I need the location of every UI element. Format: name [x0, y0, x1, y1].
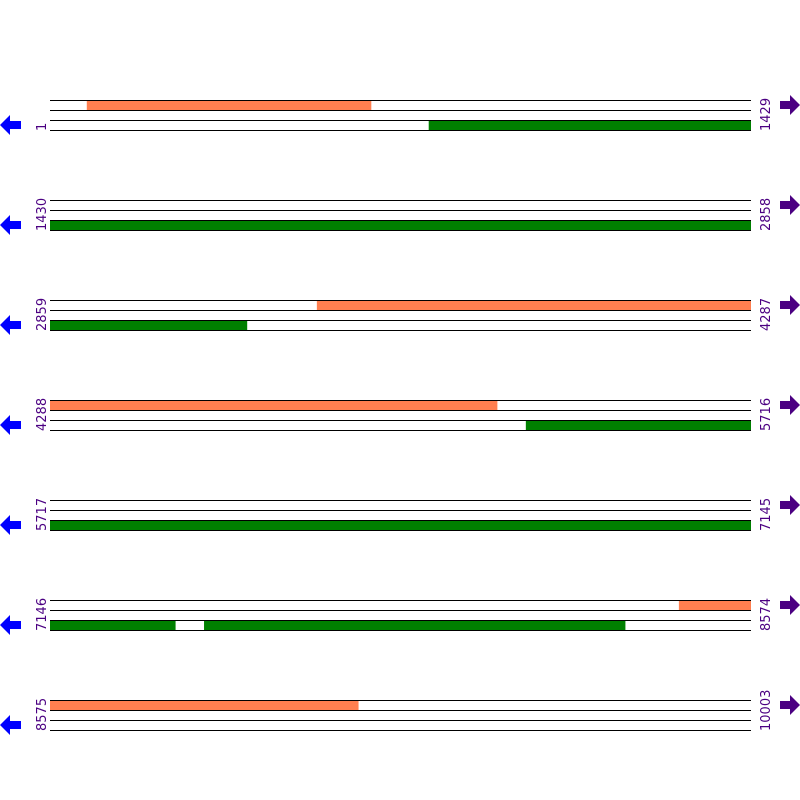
- arrow-right-icon: [780, 495, 800, 515]
- arrow-right-icon: [780, 195, 800, 215]
- arrow-right-icon: [780, 95, 800, 115]
- arrow-left-icon: [0, 515, 21, 535]
- start-position-label: 5717: [35, 498, 50, 531]
- reverse-feature[interactable]: [50, 520, 751, 530]
- start-position-label: 8575: [35, 698, 50, 731]
- arrow-left-icon: [0, 215, 21, 235]
- forward-feature[interactable]: [316, 300, 751, 310]
- start-position-label: 2859: [35, 298, 50, 331]
- start-position-label: 1: [35, 123, 50, 131]
- arrow-left-icon: [0, 415, 21, 435]
- arrow-left-icon: [0, 115, 21, 135]
- reverse-feature[interactable]: [525, 420, 751, 430]
- end-position-label: 8574: [759, 598, 774, 631]
- arrow-right-icon: [780, 595, 800, 615]
- reverse-feature[interactable]: [50, 620, 176, 630]
- arrow-right-icon: [780, 695, 800, 715]
- end-position-label: 1429: [759, 98, 774, 131]
- arrow-right-icon: [780, 295, 800, 315]
- arrow-right-icon: [780, 395, 800, 415]
- arrow-left-icon: [0, 315, 21, 335]
- end-position-label: 10003: [759, 690, 774, 731]
- end-position-label: 5716: [759, 398, 774, 431]
- end-position-label: 4287: [759, 298, 774, 331]
- arrow-left-icon: [0, 615, 21, 635]
- reverse-feature[interactable]: [50, 320, 248, 330]
- arrow-left-icon: [0, 715, 21, 735]
- reverse-feature[interactable]: [50, 220, 751, 230]
- reverse-feature[interactable]: [428, 120, 751, 130]
- reverse-feature[interactable]: [204, 620, 626, 630]
- end-position-label: 7145: [759, 498, 774, 531]
- forward-feature[interactable]: [50, 700, 359, 710]
- start-position-label: 7146: [35, 598, 50, 631]
- forward-feature[interactable]: [678, 600, 751, 610]
- start-position-label: 1430: [35, 198, 50, 231]
- forward-feature[interactable]: [50, 400, 498, 410]
- forward-feature[interactable]: [86, 100, 372, 110]
- end-position-label: 2858: [759, 198, 774, 231]
- start-position-label: 4288: [35, 398, 50, 431]
